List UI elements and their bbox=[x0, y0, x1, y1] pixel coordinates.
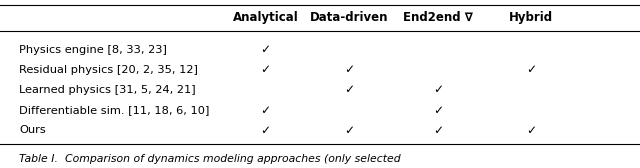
Text: ✓: ✓ bbox=[260, 103, 271, 117]
Text: ✓: ✓ bbox=[433, 103, 444, 117]
Text: Differentiable sim. [11, 18, 6, 10]: Differentiable sim. [11, 18, 6, 10] bbox=[19, 105, 209, 115]
Text: Hybrid: Hybrid bbox=[509, 11, 553, 24]
Text: Table I.  Comparison of dynamics modeling approaches (only selected: Table I. Comparison of dynamics modeling… bbox=[19, 154, 401, 164]
Text: Data-driven: Data-driven bbox=[310, 11, 388, 24]
Text: ✓: ✓ bbox=[260, 43, 271, 56]
Text: ✓: ✓ bbox=[433, 83, 444, 96]
Text: ✓: ✓ bbox=[433, 124, 444, 137]
Text: Ours: Ours bbox=[19, 125, 46, 135]
Text: End2end ∇: End2end ∇ bbox=[403, 11, 474, 24]
Text: ✓: ✓ bbox=[344, 63, 354, 76]
Text: ✓: ✓ bbox=[344, 83, 354, 96]
Text: ✓: ✓ bbox=[344, 124, 354, 137]
Text: ✓: ✓ bbox=[526, 124, 536, 137]
Text: Physics engine [8, 33, 23]: Physics engine [8, 33, 23] bbox=[19, 45, 167, 55]
Text: Analytical: Analytical bbox=[233, 11, 298, 24]
Text: ✓: ✓ bbox=[260, 124, 271, 137]
Text: ✓: ✓ bbox=[260, 63, 271, 76]
Text: ✓: ✓ bbox=[526, 63, 536, 76]
Text: Residual physics [20, 2, 35, 12]: Residual physics [20, 2, 35, 12] bbox=[19, 65, 198, 75]
Text: Learned physics [31, 5, 24, 21]: Learned physics [31, 5, 24, 21] bbox=[19, 85, 196, 95]
